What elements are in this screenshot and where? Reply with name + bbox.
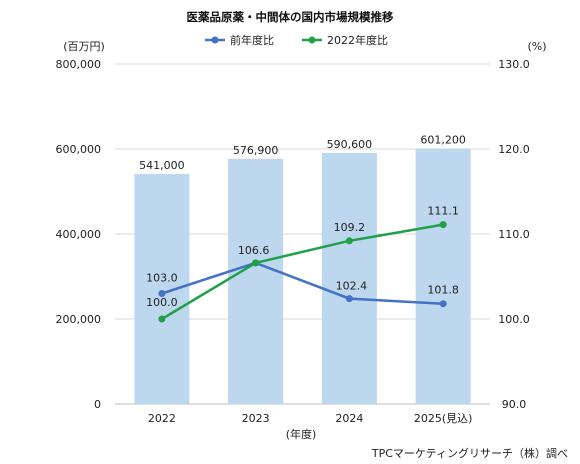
right-tick-label: 110.0: [498, 228, 530, 241]
legend: 前年度比 2022年度比: [205, 33, 388, 47]
series-point: [439, 221, 447, 229]
left-tick-label: 600,000: [56, 143, 102, 156]
series-point: [158, 290, 166, 297]
left-tick-label: 400,000: [56, 228, 102, 241]
series-value-label: 101.8: [427, 284, 459, 297]
series-point: [252, 259, 260, 267]
series-value-label: 102.4: [336, 280, 368, 293]
series-value-label: 103.0: [146, 272, 178, 285]
bar-value-label: 541,000: [139, 159, 185, 172]
series-value-label: 106.6: [238, 244, 270, 257]
x-tick-label: 2022: [148, 412, 176, 425]
right-tick-label: 130.0: [498, 58, 530, 71]
right-axis-ticks: 90.0 100.0 110.0 120.0 130.0: [498, 58, 530, 411]
x-axis-label: (年度): [286, 427, 317, 441]
bar-value-label: 601,200: [420, 133, 466, 146]
right-tick-label: 120.0: [498, 143, 530, 156]
legend-label: 2022年度比: [327, 33, 388, 47]
bar: [134, 174, 190, 404]
bar-series: 541,000 576,900 590,600 601,200: [134, 133, 471, 404]
bar-value-label: 576,900: [233, 144, 279, 157]
source-note: TPCマーケティングリサーチ（株）調べ: [371, 446, 568, 460]
left-tick-label: 800,000: [56, 58, 102, 71]
series-line: [161, 223, 444, 321]
left-tick-label: 200,000: [56, 313, 102, 326]
right-axis-unit: (%): [527, 40, 546, 53]
series-point: [345, 295, 353, 303]
line-series: 103.0 106.6 102.4 101.8 100.0 109.2 111.1: [146, 205, 459, 323]
right-tick-label: 90.0: [502, 398, 527, 411]
chart-title: 医薬品原薬・中間体の国内市場規模推移: [187, 10, 394, 24]
bar: [321, 152, 377, 404]
bar-value-label: 590,600: [327, 138, 373, 151]
series-point: [345, 237, 353, 245]
bar: [415, 148, 471, 404]
left-axis-ticks: 0 200,000 400,000 600,000 800,000: [56, 58, 102, 411]
x-axis-ticks: 2022 2023 2024 2025(見込): [148, 412, 473, 425]
legend-label: 前年度比: [230, 33, 274, 47]
series-point: [158, 315, 166, 323]
x-tick-label: 2023: [242, 412, 270, 425]
series-point: [439, 300, 447, 308]
right-tick-label: 100.0: [498, 313, 530, 326]
series-value-label: 109.2: [334, 221, 366, 234]
left-axis-unit: (百万円): [63, 40, 105, 53]
x-tick-label: 2025(見込): [414, 412, 473, 425]
left-tick-label: 0: [94, 398, 101, 411]
series-value-label: 111.1: [427, 205, 459, 218]
series-value-label: 100.0: [146, 296, 178, 309]
series-line: [161, 261, 444, 305]
x-tick-label: 2024: [335, 412, 363, 425]
legend-swatch-marker: [308, 36, 316, 44]
legend-swatch-marker: [211, 36, 219, 44]
bar: [228, 158, 284, 404]
